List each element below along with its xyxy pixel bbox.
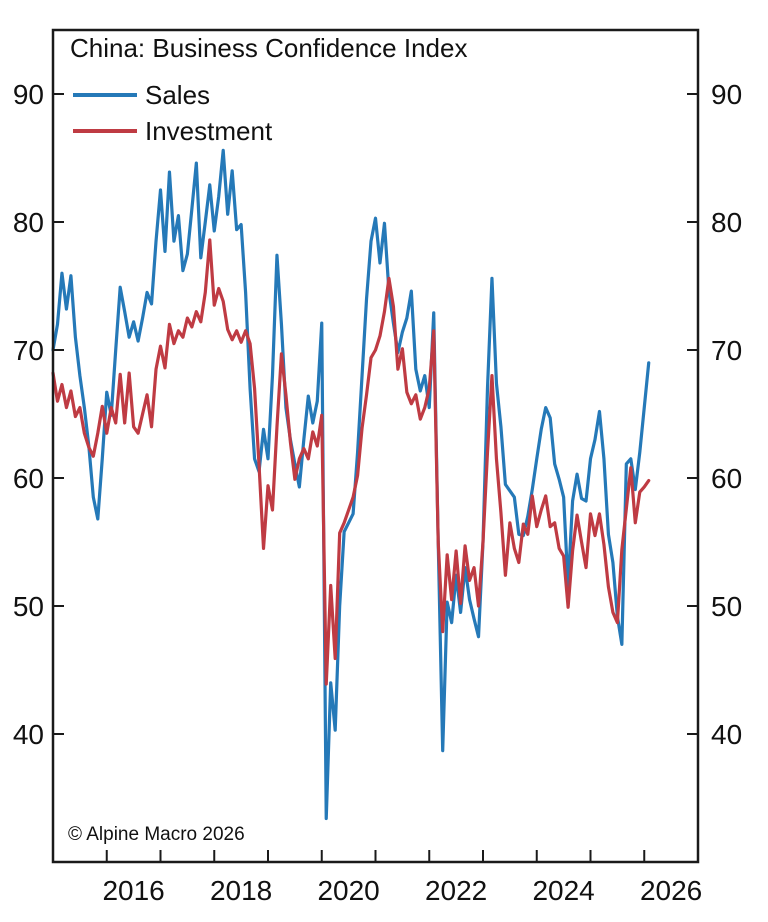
y-axis-label-right: 60 (711, 463, 742, 494)
plot-border (51, 28, 700, 864)
series-line-sales (51, 148, 651, 821)
x-axis-label: 2020 (317, 875, 379, 906)
y-axis-label-right: 50 (711, 591, 742, 622)
y-axis-label-left: 40 (13, 719, 44, 750)
series-lines (51, 148, 651, 821)
series-line-investment (51, 238, 651, 686)
axis-ticks (53, 93, 698, 862)
x-axis-label: 2022 (425, 875, 487, 906)
y-axis-label-right: 40 (711, 719, 742, 750)
legend-label-sales: Sales (145, 80, 210, 110)
y-axis-label-left: 80 (13, 207, 44, 238)
chart-title: China: Business Confidence Index (70, 33, 467, 63)
x-axis-label: 2026 (640, 875, 702, 906)
y-axis-label-right: 70 (711, 335, 742, 366)
copyright-note: © Alpine Macro 2026 (68, 824, 245, 845)
y-axis-label-right: 80 (711, 207, 742, 238)
chart-legend: Sales Investment (73, 80, 273, 146)
legend-label-investment: Investment (145, 116, 273, 146)
x-axis-label: 2016 (102, 875, 164, 906)
x-axis-label: 2018 (210, 875, 272, 906)
y-axis-label-left: 90 (13, 79, 44, 110)
axis-labels: 40 40 50 50 60 60 70 70 80 80 90 90 2016 2018 2020 2022… (13, 79, 742, 906)
y-axis-label-right: 90 (711, 79, 742, 110)
y-axis-label-left: 50 (13, 591, 44, 622)
y-axis-label-left: 70 (13, 335, 44, 366)
y-axis-label-left: 60 (13, 463, 44, 494)
x-axis-label: 2024 (532, 875, 594, 906)
